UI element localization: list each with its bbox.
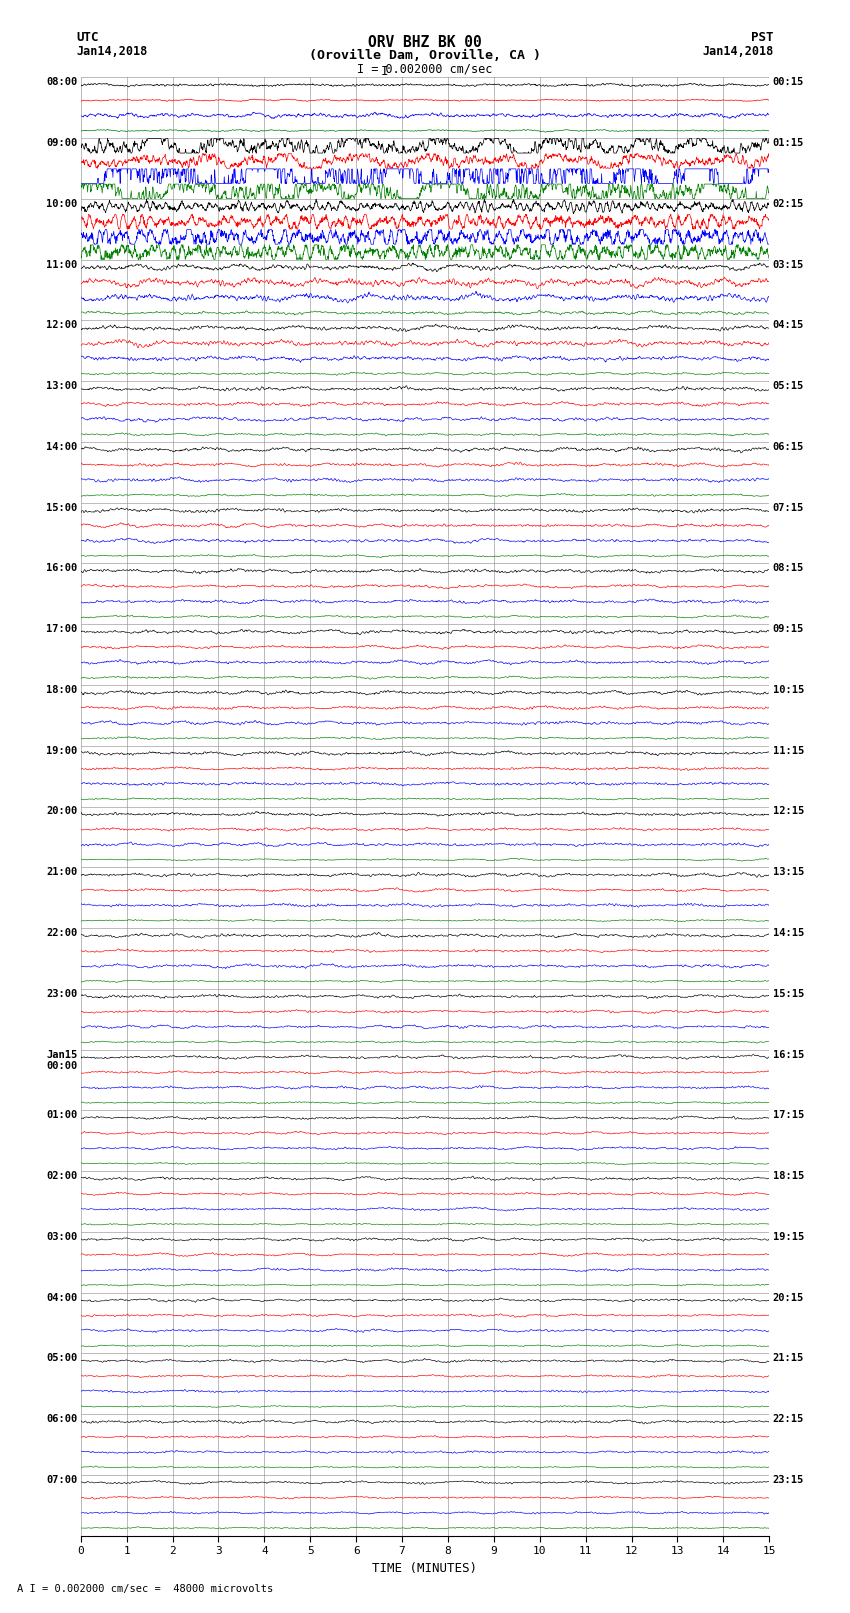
Text: I = 0.002000 cm/sec: I = 0.002000 cm/sec xyxy=(357,63,493,76)
Text: 12:15: 12:15 xyxy=(773,806,804,816)
Text: 05:15: 05:15 xyxy=(773,381,804,392)
X-axis label: TIME (MINUTES): TIME (MINUTES) xyxy=(372,1561,478,1574)
Text: 19:00: 19:00 xyxy=(46,745,77,756)
Text: 16:00: 16:00 xyxy=(46,563,77,574)
Text: PST: PST xyxy=(751,31,774,44)
Text: 09:00: 09:00 xyxy=(46,139,77,148)
Text: 10:15: 10:15 xyxy=(773,686,804,695)
Text: 18:15: 18:15 xyxy=(773,1171,804,1181)
Text: 01:00: 01:00 xyxy=(46,1110,77,1121)
Text: 11:15: 11:15 xyxy=(773,745,804,756)
Text: Jan15
00:00: Jan15 00:00 xyxy=(46,1050,77,1071)
Text: 23:00: 23:00 xyxy=(46,989,77,998)
Text: 01:15: 01:15 xyxy=(773,139,804,148)
Text: 03:00: 03:00 xyxy=(46,1232,77,1242)
Text: I: I xyxy=(381,65,388,79)
Text: 15:00: 15:00 xyxy=(46,503,77,513)
Text: 22:00: 22:00 xyxy=(46,927,77,939)
Text: 22:15: 22:15 xyxy=(773,1415,804,1424)
Text: UTC: UTC xyxy=(76,31,99,44)
Text: 09:15: 09:15 xyxy=(773,624,804,634)
Text: 07:00: 07:00 xyxy=(46,1474,77,1486)
Text: 04:00: 04:00 xyxy=(46,1292,77,1303)
Text: Jan14,2018: Jan14,2018 xyxy=(76,45,148,58)
Text: 17:15: 17:15 xyxy=(773,1110,804,1121)
Text: 08:15: 08:15 xyxy=(773,563,804,574)
Text: 13:00: 13:00 xyxy=(46,381,77,392)
Text: 10:00: 10:00 xyxy=(46,198,77,210)
Text: A I = 0.002000 cm/sec =  48000 microvolts: A I = 0.002000 cm/sec = 48000 microvolts xyxy=(17,1584,273,1594)
Text: 08:00: 08:00 xyxy=(46,77,77,87)
Text: 14:15: 14:15 xyxy=(773,927,804,939)
Text: ORV BHZ BK 00: ORV BHZ BK 00 xyxy=(368,35,482,50)
Text: 07:15: 07:15 xyxy=(773,503,804,513)
Text: 18:00: 18:00 xyxy=(46,686,77,695)
Text: 06:00: 06:00 xyxy=(46,1415,77,1424)
Text: 21:00: 21:00 xyxy=(46,868,77,877)
Text: Jan14,2018: Jan14,2018 xyxy=(702,45,774,58)
Text: 21:15: 21:15 xyxy=(773,1353,804,1363)
Text: 03:15: 03:15 xyxy=(773,260,804,269)
Text: 02:00: 02:00 xyxy=(46,1171,77,1181)
Text: 02:15: 02:15 xyxy=(773,198,804,210)
Text: 17:00: 17:00 xyxy=(46,624,77,634)
Text: 12:00: 12:00 xyxy=(46,321,77,331)
Text: 05:00: 05:00 xyxy=(46,1353,77,1363)
Text: 20:00: 20:00 xyxy=(46,806,77,816)
Text: 14:00: 14:00 xyxy=(46,442,77,452)
Text: 06:15: 06:15 xyxy=(773,442,804,452)
Text: 16:15: 16:15 xyxy=(773,1050,804,1060)
Text: 15:15: 15:15 xyxy=(773,989,804,998)
Text: 04:15: 04:15 xyxy=(773,321,804,331)
Text: 23:15: 23:15 xyxy=(773,1474,804,1486)
Text: 11:00: 11:00 xyxy=(46,260,77,269)
Text: 00:15: 00:15 xyxy=(773,77,804,87)
Text: 13:15: 13:15 xyxy=(773,868,804,877)
Text: 19:15: 19:15 xyxy=(773,1232,804,1242)
Text: 20:15: 20:15 xyxy=(773,1292,804,1303)
Text: (Oroville Dam, Oroville, CA ): (Oroville Dam, Oroville, CA ) xyxy=(309,50,541,63)
